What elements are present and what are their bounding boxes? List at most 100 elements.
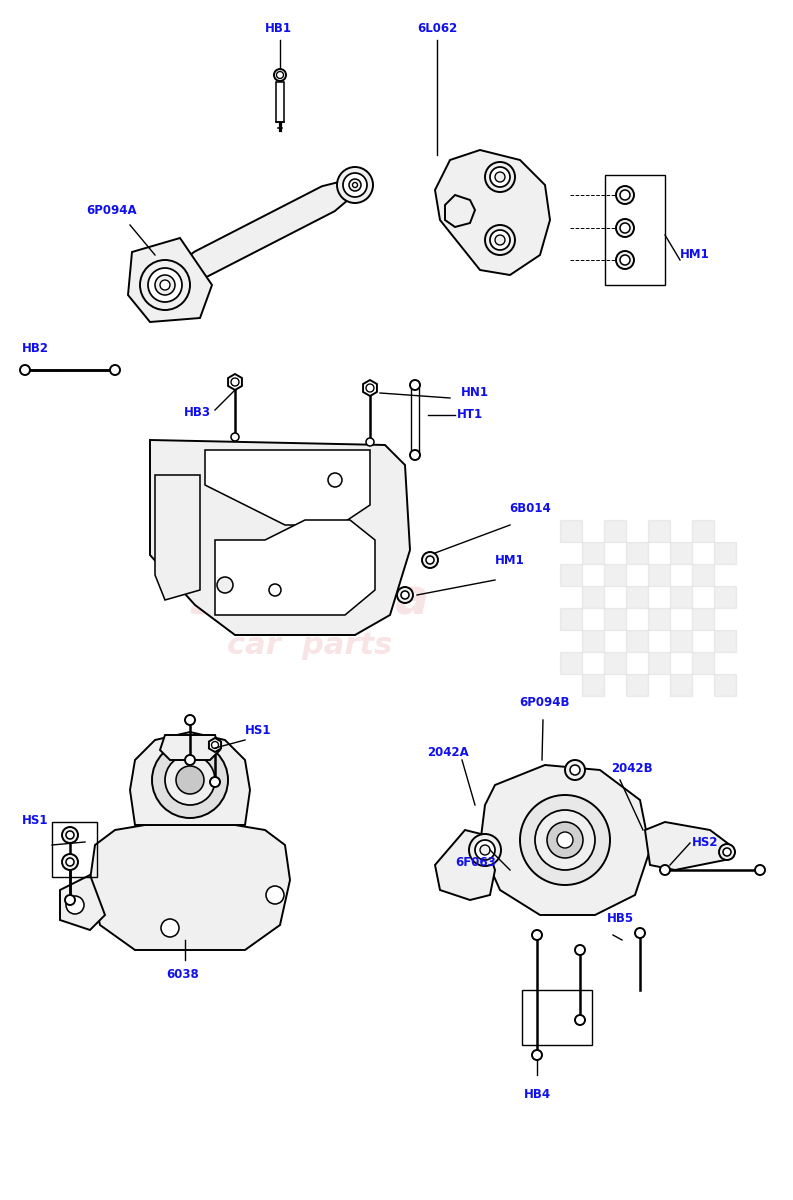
Circle shape (277, 72, 284, 78)
Polygon shape (363, 380, 377, 396)
Bar (648, 652, 670, 674)
Circle shape (565, 760, 585, 780)
Circle shape (274, 68, 286, 80)
Bar (670, 674, 692, 696)
Circle shape (495, 172, 505, 182)
Bar (560, 564, 582, 586)
Text: HN1: HN1 (461, 385, 489, 398)
Circle shape (160, 280, 170, 290)
Bar (670, 542, 692, 564)
Circle shape (155, 275, 175, 295)
Bar (522, 990, 592, 1045)
Polygon shape (445, 194, 475, 227)
Bar (714, 586, 736, 608)
Circle shape (535, 810, 595, 870)
Circle shape (231, 378, 239, 386)
Text: 2042A: 2042A (427, 745, 469, 758)
Circle shape (66, 896, 84, 914)
Circle shape (401, 590, 409, 599)
Circle shape (660, 865, 670, 875)
Circle shape (410, 450, 420, 460)
Text: HT1: HT1 (457, 408, 483, 421)
Bar (692, 520, 714, 542)
Polygon shape (60, 875, 105, 930)
Circle shape (620, 223, 630, 233)
Circle shape (495, 235, 505, 245)
Circle shape (66, 830, 74, 839)
Circle shape (353, 182, 358, 187)
Text: scuderia: scuderia (190, 576, 430, 624)
Circle shape (723, 848, 731, 856)
Polygon shape (645, 822, 730, 870)
Polygon shape (228, 374, 242, 390)
Circle shape (616, 218, 634, 236)
Bar (626, 674, 648, 696)
Circle shape (185, 755, 195, 766)
Bar (692, 608, 714, 630)
Polygon shape (150, 440, 410, 635)
Circle shape (176, 766, 204, 794)
Polygon shape (167, 179, 358, 288)
Polygon shape (128, 238, 212, 322)
Bar (714, 542, 736, 564)
Text: HS1: HS1 (21, 814, 48, 827)
Bar (604, 608, 626, 630)
Circle shape (480, 845, 490, 854)
Bar (582, 542, 604, 564)
Polygon shape (480, 766, 650, 914)
Circle shape (20, 365, 30, 374)
Bar (670, 630, 692, 652)
Circle shape (469, 834, 501, 866)
Bar (582, 630, 604, 652)
Polygon shape (435, 830, 495, 900)
Circle shape (66, 858, 74, 866)
Circle shape (328, 473, 342, 487)
Circle shape (212, 742, 219, 749)
Circle shape (485, 226, 515, 254)
Circle shape (62, 827, 78, 842)
Bar (648, 520, 670, 542)
Circle shape (140, 260, 190, 310)
Text: car  parts: car parts (228, 630, 393, 660)
Circle shape (426, 556, 434, 564)
Circle shape (575, 1015, 585, 1025)
Circle shape (349, 179, 361, 191)
Bar (692, 564, 714, 586)
Circle shape (557, 832, 573, 848)
Bar (604, 652, 626, 674)
Bar (582, 674, 604, 696)
Text: HS1: HS1 (245, 724, 271, 737)
Text: HB2: HB2 (21, 342, 48, 354)
Circle shape (616, 186, 634, 204)
Circle shape (575, 946, 585, 955)
Circle shape (490, 167, 510, 187)
Text: HB5: HB5 (607, 912, 634, 924)
Text: 6F063: 6F063 (456, 856, 496, 869)
Bar (276, 82, 284, 122)
Circle shape (152, 742, 228, 818)
Bar (604, 520, 626, 542)
Text: HB3: HB3 (183, 406, 210, 419)
Circle shape (485, 162, 515, 192)
Circle shape (62, 854, 78, 870)
Bar (670, 586, 692, 608)
Circle shape (366, 438, 374, 446)
Polygon shape (155, 475, 200, 600)
Bar (626, 586, 648, 608)
Text: 6038: 6038 (167, 968, 199, 982)
Polygon shape (130, 732, 250, 826)
Circle shape (719, 844, 735, 860)
Text: 2042B: 2042B (611, 762, 653, 774)
Bar (626, 630, 648, 652)
Bar (560, 520, 582, 542)
Circle shape (397, 587, 413, 602)
Circle shape (422, 552, 438, 568)
Bar (626, 542, 648, 564)
Text: 6P094A: 6P094A (86, 204, 137, 216)
Bar (582, 586, 604, 608)
Bar (648, 564, 670, 586)
Bar (411, 386, 419, 452)
Circle shape (161, 919, 179, 937)
Bar (692, 652, 714, 674)
Circle shape (520, 794, 610, 886)
